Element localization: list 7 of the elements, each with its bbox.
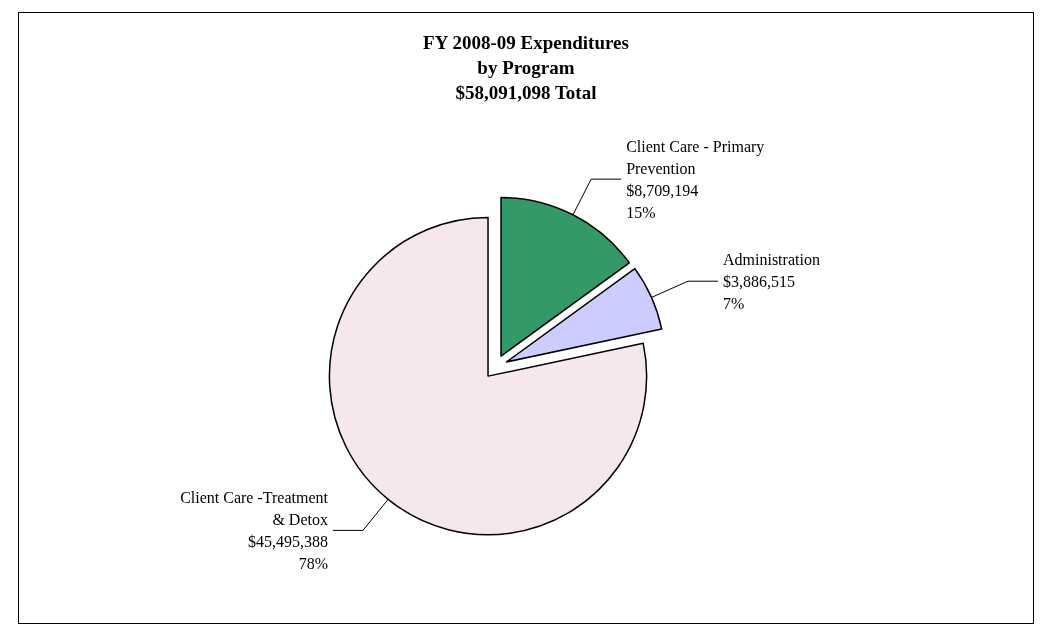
data-label: $8,709,194 15%: [626, 181, 699, 221]
chart-title: FY 2008-09 Expenditures by Program $58,091,098 Total: [423, 32, 629, 103]
data-label: $45,495,388 78%: [247, 532, 328, 572]
slice-label: Administration: [723, 250, 820, 268]
slice-label: Client Care - Primary Prevention: [626, 137, 765, 177]
data-label: $3,886,515 7%: [723, 272, 795, 312]
slice-label: Client Care -Treatment & Detox: [180, 488, 329, 528]
